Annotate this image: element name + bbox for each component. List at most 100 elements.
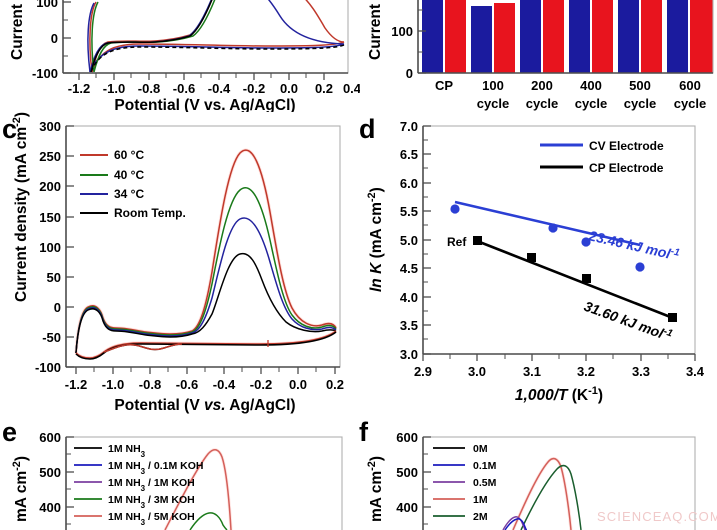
- panel-b-xtick2-3: cycle: [575, 96, 608, 111]
- panel-a-xtick-3: -0.6: [173, 81, 195, 96]
- panel-b-xtick2-5: cycle: [674, 96, 707, 111]
- cp-point-1: [527, 253, 536, 262]
- panel-d-data: [450, 200, 677, 322]
- panel-d-xticks: 2.9 3.0 3.1 3.2 3.3 3.4: [414, 354, 705, 379]
- panel-c-xtick-2: -0.8: [139, 377, 161, 392]
- panel-e-ytick-0: 600: [39, 430, 61, 445]
- panel-c-frame: [65, 125, 341, 368]
- bar-blue-500: [618, 0, 639, 73]
- panel-e-curves: [163, 448, 233, 530]
- panel-c-letter: c: [2, 114, 18, 144]
- bar-red-600: [690, 0, 713, 73]
- panel-d-xtick-2: 3.1: [523, 364, 541, 379]
- panel-a-ytick-0: 100: [36, 0, 58, 10]
- panel-d-ytick-8: 3.0: [400, 347, 418, 362]
- panel-b-xtick-5: 600: [679, 78, 701, 93]
- panel-c-ytick-6: 0: [54, 300, 61, 315]
- panel-c-ytick-3: 150: [39, 210, 61, 225]
- bar-blue-cp: [422, 0, 443, 73]
- panel-a-ylabel: Current: [9, 4, 26, 60]
- panel-e-legend-label-4: 1M NH3 / 5M KOH: [108, 511, 195, 527]
- panel-c-xtick-6: 0.0: [289, 377, 307, 392]
- panel-d-yticks: 7.0 6.5 6.0 5.5 5.0 4.5 4.0 3.5 3.0: [400, 119, 431, 362]
- panel-f-plot: 0M 0.1M 0.5M 1M 2M 600 500: [366, 430, 696, 530]
- cp-point-2: [582, 274, 591, 283]
- panel-c-legend-label-2: 34 °C: [114, 187, 144, 201]
- panel-d-xtick-5: 3.4: [686, 364, 705, 379]
- panel-c-legend: 60 °C 40 °C 34 °C Room Temp.: [80, 148, 186, 220]
- panel-f-legend-label-2: 0.5M: [473, 477, 497, 489]
- cv-fit-line: [454, 200, 641, 247]
- panel-d-xtick-0: 2.9: [414, 364, 432, 379]
- panel-a-ytick-2: -100: [32, 66, 58, 81]
- panel-d-legend-label-0: CV Electrode: [589, 139, 664, 153]
- bar-blue-600: [667, 0, 688, 73]
- panel-c: c: [0, 112, 360, 417]
- panel-f-letter: f: [359, 417, 368, 447]
- panel-d-xtick-1: 3.0: [468, 364, 486, 379]
- panel-b-bars: [422, 0, 713, 73]
- panel-b-ytick-0: 100: [391, 24, 413, 39]
- panel-b-xtick-0: CP: [435, 78, 453, 93]
- panel-a-xtick-1: -1.0: [103, 81, 125, 96]
- panel-b-xtick-3: 400: [580, 78, 602, 93]
- panel-d-ytick-3: 5.5: [400, 204, 418, 219]
- bar-blue-100: [471, 6, 492, 73]
- bar-red-100: [494, 3, 515, 73]
- panel-f-legend: 0M 0.1M 0.5M 1M 2M: [433, 443, 497, 523]
- panel-d-xtick-3: 3.2: [577, 364, 595, 379]
- bar-red-200: [543, 0, 564, 73]
- cv-point-0: [450, 204, 460, 214]
- panel-b-xtick2-1: cycle: [477, 96, 510, 111]
- panel-f-ytick-2: 400: [396, 500, 418, 515]
- panel-e-ytick-1: 500: [39, 465, 61, 480]
- panel-c-xlabel: Potential (V vs. Ag/AgCl): [114, 397, 295, 414]
- panel-a-xtick-4: -0.4: [208, 81, 231, 96]
- panel-c-ytick-5: 50: [47, 270, 61, 285]
- panel-b: 100 0 CP 100 200 400 500 600 cycle cycle…: [360, 0, 717, 112]
- cv-point-2: [581, 237, 591, 247]
- panel-d-annot-ref: Ref: [447, 235, 467, 249]
- panel-f-ytick-1: 500: [396, 465, 418, 480]
- panel-e-letter: e: [2, 417, 18, 447]
- bar-red-400: [592, 0, 613, 73]
- panel-f-ylabel: mA cm-2): [366, 456, 385, 522]
- panel-c-ylabel: Current density (mA cm-2): [11, 112, 30, 302]
- panel-e-yticks: 600 500 400: [39, 430, 74, 525]
- bar-red-cp: [445, 0, 466, 73]
- panel-c-xtick-7: 0.2: [326, 377, 344, 392]
- panel-d-ytick-2: 6.0: [400, 176, 418, 191]
- panel-e-ylabel: mA cm-2): [11, 456, 30, 522]
- panel-c-curves: [74, 148, 338, 360]
- panel-c-legend-label-0: 60 °C: [114, 148, 144, 162]
- panel-a-yticks: 100 0 -100: [32, 0, 71, 81]
- panel-d-legend: CV Electrode CP Electrode: [540, 139, 664, 175]
- panel-d-ytick-5: 4.5: [400, 261, 418, 276]
- bar-red-500: [641, 0, 662, 73]
- panel-f-legend-label-0: 0M: [473, 443, 488, 455]
- panel-c-legend-label-1: 40 °C: [114, 168, 144, 182]
- panel-c-ytick-8: -100: [35, 360, 61, 375]
- panel-c-legend-label-3: Room Temp.: [114, 206, 186, 220]
- panel-a-xtick-7: 0.2: [315, 81, 333, 96]
- panel-c-ytick-1: 250: [39, 149, 61, 164]
- panel-b-xtick-4: 500: [629, 78, 651, 93]
- panel-c-ytick-2: 200: [39, 179, 61, 194]
- panel-b-ylabel: Current: [367, 4, 384, 60]
- panel-f-legend-label-1: 0.1M: [473, 460, 497, 472]
- panel-a-xtick-5: -0.2: [243, 81, 265, 96]
- panel-a-xtick-8: 0.4: [343, 81, 360, 96]
- panel-d-plot: 23.46 kJ mol-1 31.60 kJ mol-1 Ref CV Ele…: [366, 119, 705, 404]
- panel-e-legend-label-2: 1M NH3 / 1M KOH: [108, 477, 195, 493]
- panel-f-legend-label-3: 1M: [473, 494, 488, 506]
- panel-c-xtick-0: -1.2: [65, 377, 87, 392]
- panel-a-xtick-0: -1.2: [68, 81, 90, 96]
- panel-d-xlabel: 1,000/T (K-1): [515, 385, 603, 404]
- panel-d-annot-cv: 23.46 kJ mol-1: [586, 227, 681, 264]
- panel-f-curves: [502, 456, 582, 530]
- panel-b-plot: 100 0 CP 100 200 400 500 600 cycle cycle…: [367, 0, 714, 111]
- panel-e-legend-label-1: 1M NH3 / 0.1M KOH: [108, 460, 203, 476]
- panel-a-curves: [87, 0, 345, 73]
- panel-e-legend-label-0: 1M NH3: [108, 443, 146, 459]
